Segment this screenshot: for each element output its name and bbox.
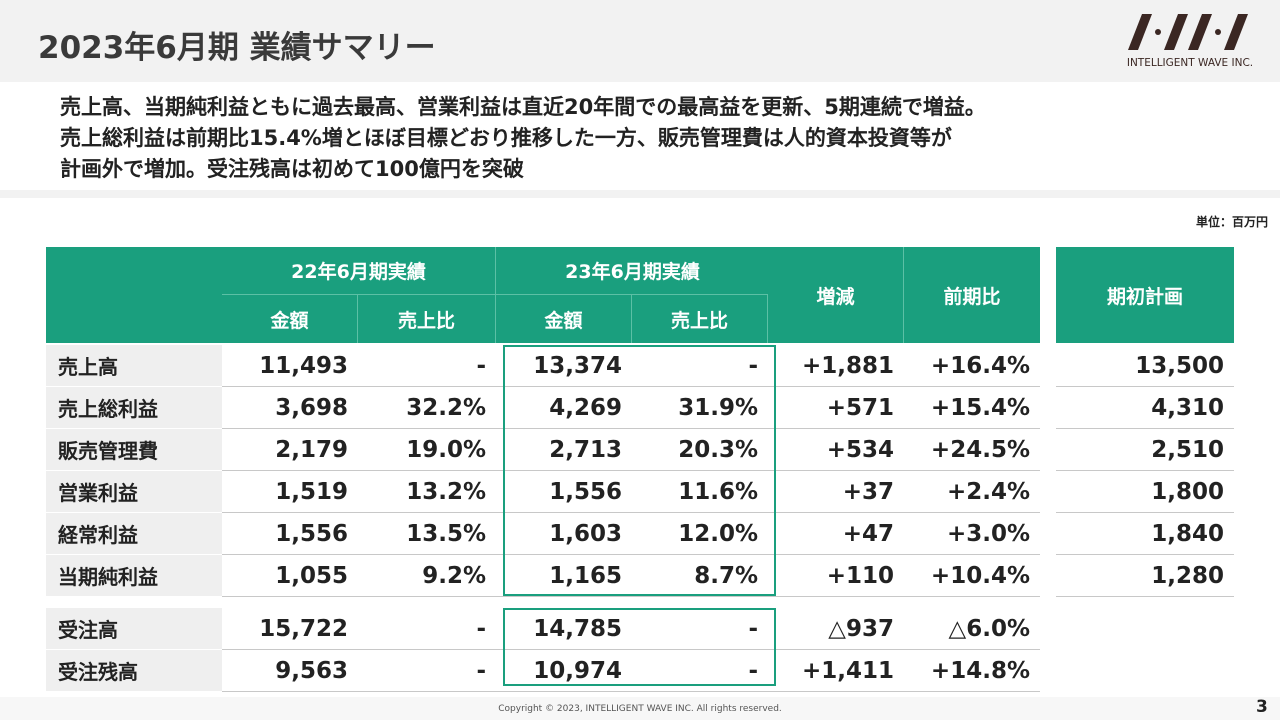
summary-line: 売上総利益は前期比15.4%増とほぼ目標どおり推移した一方、販売管理費は人的資本… [60, 126, 952, 150]
plan-header: 期初計画 [1056, 247, 1234, 343]
group-header: 23年6月期実績 [496, 247, 770, 295]
plan-cell: 1,280 [1056, 555, 1234, 597]
highlight-box [503, 345, 776, 596]
row-label: 売上高 [46, 345, 222, 387]
column-header: 増減 [768, 247, 904, 343]
cell: △937 [768, 608, 904, 650]
cell: 13,374 [496, 345, 632, 387]
cell: 8.7% [632, 555, 768, 597]
cell: +110 [768, 555, 904, 597]
cell: +14.8% [904, 650, 1040, 692]
cell: +534 [768, 429, 904, 471]
cell: 2,713 [496, 429, 632, 471]
sub-header: 金額 [222, 295, 358, 343]
cell: 19.0% [358, 429, 496, 471]
cell: +37 [768, 471, 904, 513]
cell: 1,055 [222, 555, 358, 597]
sub-header: 売上比 [632, 295, 768, 343]
row-label: 販売管理費 [46, 429, 222, 471]
cell: 1,603 [496, 513, 632, 555]
row-label: 経常利益 [46, 513, 222, 555]
cell: +24.5% [904, 429, 1040, 471]
summary-line: 計画外で増加。受注残高は初めて100億円を突破 [60, 157, 524, 181]
cell: +15.4% [904, 387, 1040, 429]
summary-line: 売上高、当期純利益ともに過去最高、営業利益は直近20年間での最高益を更新、5期連… [60, 95, 986, 119]
cell: - [632, 608, 768, 650]
cell: +2.4% [904, 471, 1040, 513]
cell: 32.2% [358, 387, 496, 429]
cell: 15,722 [222, 608, 358, 650]
cell: 1,165 [496, 555, 632, 597]
cell: 1,556 [496, 471, 632, 513]
cell: - [632, 650, 768, 692]
cell: △6.0% [904, 608, 1040, 650]
cell: - [358, 650, 496, 692]
column-header: 前期比 [904, 247, 1040, 343]
cell: 10,974 [496, 650, 632, 692]
plan-cell: 1,800 [1056, 471, 1234, 513]
cell: +1,411 [768, 650, 904, 692]
cell: +571 [768, 387, 904, 429]
plan-cell: 4,310 [1056, 387, 1234, 429]
title: 2023年6月期 業績サマリー [38, 30, 436, 66]
cell: 1,519 [222, 471, 358, 513]
title-bar [0, 0, 1280, 82]
cell: +1,881 [768, 345, 904, 387]
header-corner [46, 247, 222, 343]
cell: 14,785 [496, 608, 632, 650]
cell: +47 [768, 513, 904, 555]
cell: +10.4% [904, 555, 1040, 597]
row-label: 売上総利益 [46, 387, 222, 429]
cell: - [358, 345, 496, 387]
plan-cell: 13,500 [1056, 345, 1234, 387]
footer-band [0, 697, 1280, 720]
cell: 3,698 [222, 387, 358, 429]
cell: - [632, 345, 768, 387]
cell: 4,269 [496, 387, 632, 429]
row-label: 営業利益 [46, 471, 222, 513]
logo: INTELLIGENT WAVE INC. [1127, 14, 1253, 69]
row-label: 受注高 [46, 608, 222, 650]
plan-cell: 1,840 [1056, 513, 1234, 555]
page-number: 3 [1256, 697, 1268, 717]
logo-text: INTELLIGENT WAVE INC. [1127, 57, 1253, 69]
highlight-box [503, 608, 776, 686]
cell: 12.0% [632, 513, 768, 555]
separator [0, 190, 1280, 198]
cell: 11.6% [632, 471, 768, 513]
group-header: 22年6月期実績 [222, 247, 496, 295]
sub-header: 金額 [496, 295, 632, 343]
cell: 2,179 [222, 429, 358, 471]
cell: 20.3% [632, 429, 768, 471]
cell: 31.9% [632, 387, 768, 429]
cell: 1,556 [222, 513, 358, 555]
cell: +16.4% [904, 345, 1040, 387]
row-label: 受注残高 [46, 650, 222, 692]
cell: 9.2% [358, 555, 496, 597]
cell: 13.5% [358, 513, 496, 555]
cell: 13.2% [358, 471, 496, 513]
cell: 11,493 [222, 345, 358, 387]
cell: - [358, 608, 496, 650]
row-label: 当期純利益 [46, 555, 222, 597]
cell: +3.0% [904, 513, 1040, 555]
cell: 9,563 [222, 650, 358, 692]
plan-cell: 2,510 [1056, 429, 1234, 471]
sub-header: 売上比 [358, 295, 496, 343]
copyright: Copyright © 2023, INTELLIGENT WAVE INC. … [498, 704, 782, 714]
unit: 単位：百万円 [1195, 215, 1268, 229]
